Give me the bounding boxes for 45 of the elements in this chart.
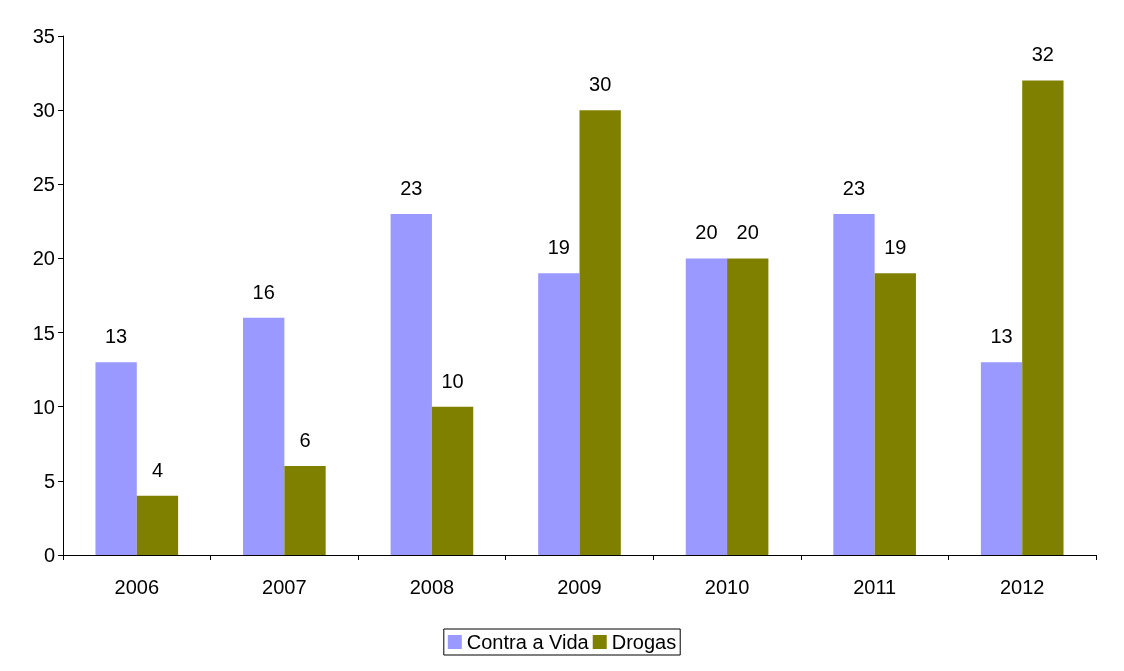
y-tick-label: 20 [32, 247, 55, 270]
data-label: 32 [1031, 43, 1054, 66]
bar [833, 213, 875, 555]
data-label: 4 [151, 458, 164, 481]
y-tick-label: 10 [32, 395, 55, 418]
y-tick-label: 25 [32, 173, 55, 196]
bar [136, 495, 179, 555]
data-label: 30 [589, 73, 612, 96]
data-label: 13 [105, 325, 128, 348]
bar [538, 273, 580, 555]
bar [390, 213, 432, 555]
bar [579, 110, 621, 555]
data-label: 23 [400, 176, 423, 199]
bar [95, 362, 137, 555]
y-tick-label: 30 [32, 99, 55, 122]
x-tick-label: 2007 [262, 576, 307, 598]
bar [284, 466, 326, 555]
data-label: 13 [990, 325, 1013, 348]
bar [431, 406, 474, 555]
data-label: 23 [842, 176, 866, 199]
y-tick-label: 0 [43, 544, 55, 566]
x-tick-label: 2010 [704, 576, 750, 598]
bar [1022, 80, 1064, 555]
bar [243, 317, 285, 555]
data-label: 16 [252, 280, 275, 303]
bar [727, 258, 769, 555]
x-tick-label: 2011 [853, 576, 897, 598]
y-tick-label: 35 [32, 25, 55, 47]
bar [685, 258, 728, 555]
legend-label: Drogas [611, 631, 677, 653]
x-tick-label: 2012 [999, 576, 1045, 598]
data-label: 20 [695, 221, 718, 244]
y-tick-label: 15 [32, 321, 55, 344]
x-tick-label: 2006 [114, 576, 160, 598]
bar [874, 273, 916, 555]
x-tick-label: 2009 [557, 576, 602, 598]
bar [980, 362, 1023, 555]
data-label: 19 [547, 236, 570, 259]
legend-label: Contra a Vida [466, 631, 590, 653]
x-tick-label: 2008 [409, 576, 455, 598]
data-label: 6 [299, 429, 311, 452]
data-label: 19 [884, 236, 907, 259]
y-tick-label: 5 [43, 469, 55, 492]
data-label: 10 [441, 369, 464, 392]
data-label: 20 [736, 221, 759, 244]
